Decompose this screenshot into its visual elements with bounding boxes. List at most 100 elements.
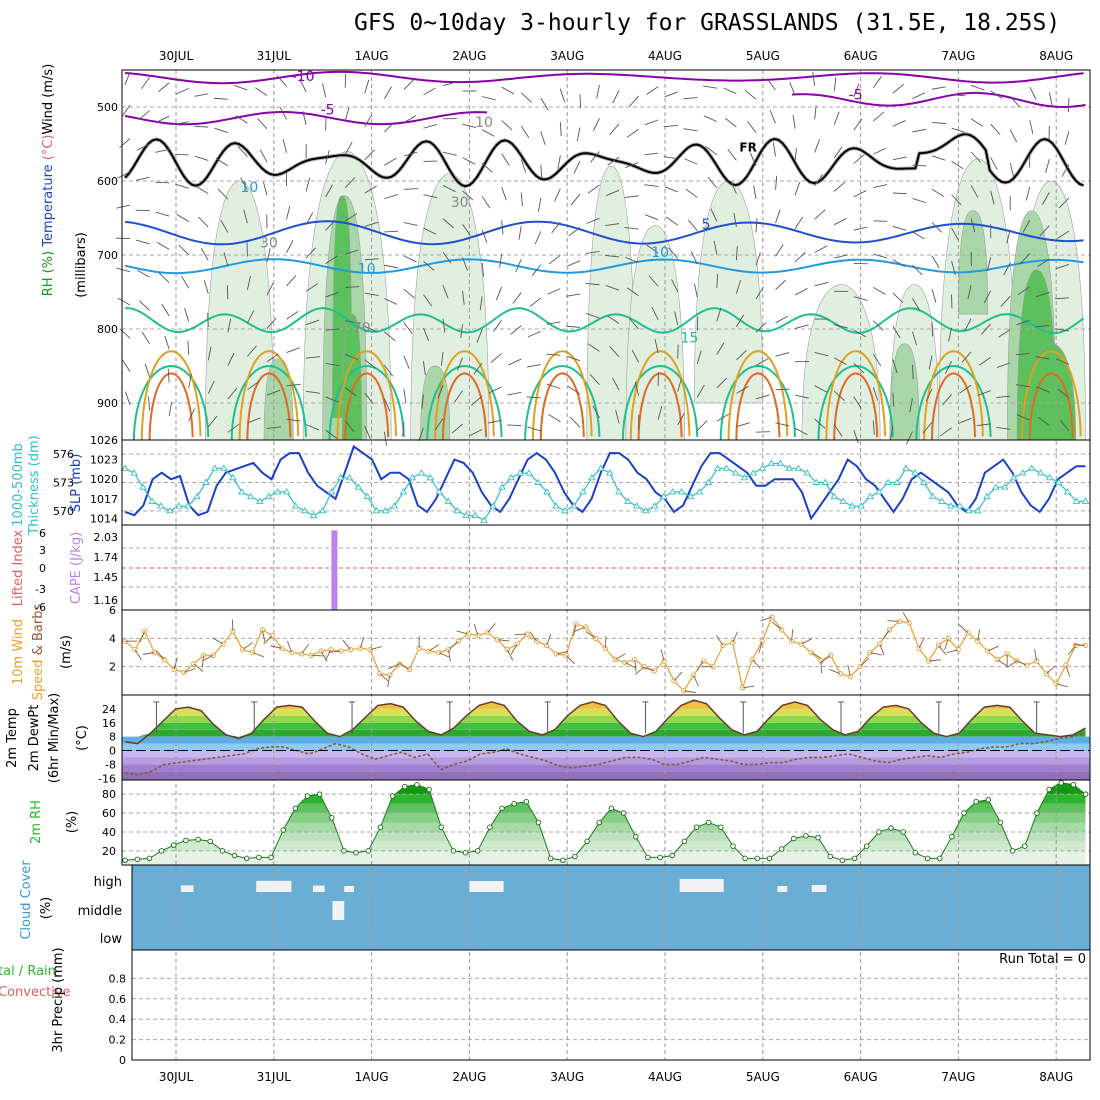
wind-barb (403, 151, 418, 157)
wind-barb (892, 292, 904, 304)
slp-line (124, 444, 1086, 521)
isotherm-surface-loop (1028, 372, 1074, 441)
thickness-point (606, 469, 614, 476)
wind-barb (951, 194, 962, 206)
thickness-point (570, 502, 578, 509)
rh-ylabel: 2m RH (29, 800, 44, 844)
cloud-ylabel-2: (%) (39, 897, 54, 920)
wind-barb (853, 83, 860, 98)
wind-barb (912, 164, 927, 167)
wind-barb (540, 97, 549, 111)
rh-shade-mid (958, 210, 989, 315)
wind-barb (970, 84, 985, 91)
isotherm-minus5 (124, 111, 488, 126)
rh-point (973, 798, 979, 805)
wind-barb (755, 358, 769, 366)
li-ylabel: Lifted Index (11, 529, 26, 606)
precip-tick: 0.8 (109, 972, 127, 985)
wind-barb (696, 384, 705, 398)
isotherm-minus10 (125, 70, 1084, 85)
wind-barb (141, 77, 150, 89)
wind-barb (181, 275, 190, 289)
wind-barb (978, 356, 991, 366)
wind-barb (951, 94, 966, 97)
wind-barb (664, 91, 678, 98)
wind-barb (624, 227, 639, 230)
wind-barb (567, 386, 581, 395)
cape-tick: 1.16 (94, 594, 119, 607)
wind-barb (442, 318, 446, 333)
wind-barb (423, 261, 435, 271)
wind-barb (970, 218, 976, 233)
wind-barb (1009, 129, 1018, 143)
wind-barb (345, 353, 359, 361)
wind-barb (569, 416, 581, 428)
wind-barb (625, 162, 639, 168)
wind-barb-10m (1015, 659, 1027, 666)
wind-barb-10m (359, 636, 365, 649)
rh-point (341, 848, 347, 854)
wind-barb (481, 229, 488, 244)
wind-barb (1025, 186, 1031, 201)
thickness-point (875, 488, 883, 495)
thickness-point (309, 511, 318, 519)
wind-barb (237, 146, 248, 157)
wind-barb (246, 276, 251, 290)
wind-barb-10m (977, 629, 981, 642)
wind-barb (794, 147, 797, 162)
rh-point (499, 805, 505, 812)
thickness-point (929, 492, 937, 500)
wind-barb (440, 351, 444, 366)
wind-barb (1037, 416, 1050, 426)
rh-point (243, 855, 250, 862)
thickness-point (273, 488, 282, 495)
cape-ylabel: CAPE (J/kg) (69, 532, 84, 604)
wind-barb-10m (772, 621, 783, 631)
wind-barb (609, 123, 620, 135)
wind-barb (772, 142, 776, 157)
temperature-tick: 24 (102, 703, 116, 716)
wind-barb (164, 335, 170, 350)
temperature-band (122, 764, 1090, 772)
cape-ylabel-part: CAPE (J/kg) (69, 532, 84, 604)
rh-point (572, 853, 578, 860)
rh-point (256, 854, 262, 861)
wind-barb (462, 257, 468, 271)
li-ylabel-part: Lifted Index (11, 529, 26, 606)
wind-barb (302, 111, 307, 126)
wind-barb (305, 319, 320, 326)
temperature-warm-band (125, 715, 1086, 723)
pressure-tick: 800 (97, 323, 118, 336)
rh-point (620, 810, 627, 816)
contour-label: 10 (475, 115, 493, 131)
thickness-point (983, 492, 991, 500)
cape-tick: 1.74 (94, 551, 119, 564)
wind-barb (889, 426, 894, 440)
wind-barb (325, 150, 330, 164)
cape-tick: 1.45 (94, 571, 119, 584)
wind-barb-10m (428, 644, 440, 652)
thickness-point (175, 502, 183, 509)
wind-barb (833, 111, 840, 125)
thickness-point (184, 502, 192, 509)
wind-barb (931, 188, 945, 197)
wind-barb-10m (270, 645, 283, 649)
wind-barb (590, 151, 600, 163)
isotherm-surface-loop (621, 365, 699, 441)
wind-barb (794, 181, 801, 196)
cloud-high-block (469, 881, 504, 892)
wind-barb-10m (379, 673, 390, 683)
thickness-point (866, 492, 874, 500)
wind-barb-10m (510, 643, 518, 655)
date-label-top: 6AUG (844, 49, 878, 63)
precip-tick: 0 (119, 1054, 126, 1067)
wind-barb (733, 213, 737, 227)
contour-label: 30 (260, 236, 278, 252)
thickness-point (821, 478, 830, 485)
wind-barb (551, 221, 561, 234)
wind-barb (951, 160, 964, 170)
wind-ylabel-part: 10m Wind (11, 619, 26, 685)
wind-barb (215, 158, 229, 167)
rh-band (125, 813, 1086, 823)
date-label-bottom: 5AUG (746, 1070, 780, 1084)
